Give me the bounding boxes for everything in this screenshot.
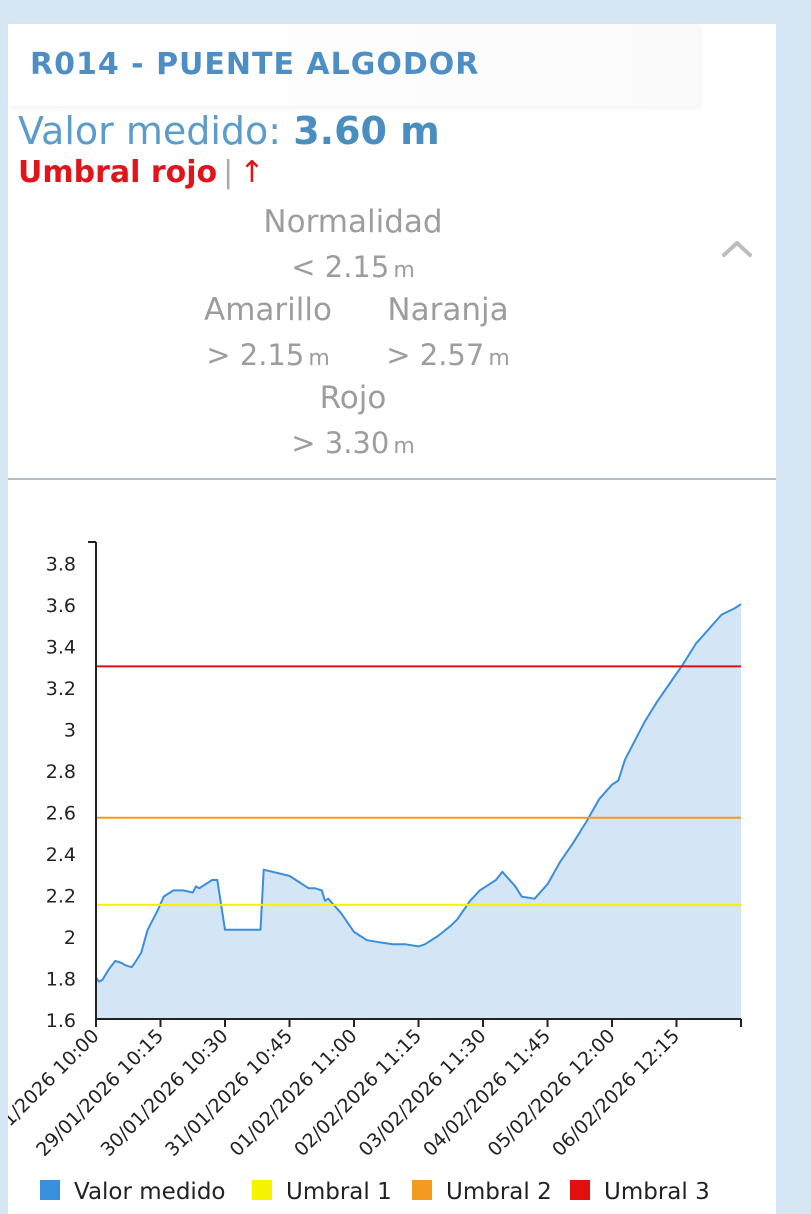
measured-value: 3.60 m <box>293 109 440 153</box>
threshold-yellow-unit: m <box>308 346 330 371</box>
arrow-up-icon: ↑ <box>239 155 265 190</box>
status-label: Umbral rojo <box>18 155 218 190</box>
y-tick-label: 2.4 <box>46 844 76 866</box>
y-tick-label: 3.2 <box>46 678 76 700</box>
y-tick-label: 3.4 <box>46 637 76 659</box>
threshold-normal-value: < 2.15 m <box>238 250 468 284</box>
legend-swatch <box>412 1180 432 1200</box>
legend-label: Umbral 3 <box>604 1179 710 1205</box>
threshold-orange-value: > 2.57 m <box>358 338 538 372</box>
measured-value-line: Valor medido: 3.60 m <box>18 109 440 153</box>
threshold-normal-label: Normalidad <box>263 204 443 240</box>
threshold-red-number: > 3.30 <box>291 426 390 460</box>
threshold-orange-number: > 2.57 <box>386 338 485 372</box>
legend-swatch <box>570 1180 590 1200</box>
threshold-normal-number: < 2.15 <box>291 250 390 284</box>
status-line: Umbral rojo | ↑ <box>18 155 264 190</box>
measured-label: Valor medido: <box>18 109 282 153</box>
legend-label: Umbral 1 <box>286 1179 392 1205</box>
y-tick-label: 2.6 <box>46 803 76 825</box>
divider <box>8 478 776 480</box>
legend-label: Umbral 2 <box>446 1179 552 1205</box>
chevron-up-icon[interactable] <box>720 232 754 266</box>
station-title: R014 - PUENTE ALGODOR <box>30 47 480 82</box>
threshold-yellow-value: > 2.15 m <box>178 338 358 372</box>
y-tick-label: 3 <box>64 720 76 742</box>
y-tick-label: 3.8 <box>46 554 76 576</box>
y-tick-label: 2.2 <box>46 886 76 908</box>
y-tick-label: 1.6 <box>46 1010 76 1032</box>
legend-label: Valor medido <box>74 1179 226 1205</box>
threshold-orange-unit: m <box>488 346 510 371</box>
threshold-red-label: Rojo <box>319 380 387 416</box>
y-tick-label: 2.8 <box>46 761 76 783</box>
station-card: R014 - PUENTE ALGODOR Valor medido: 3.60… <box>8 24 776 1214</box>
legend-swatch <box>252 1180 272 1200</box>
y-tick-label: 2 <box>64 927 76 949</box>
threshold-yellow-label: Amarillo <box>204 292 332 328</box>
status-separator: | <box>223 155 234 190</box>
x-tick-label: 06/02/2026 12:15 <box>548 1025 684 1161</box>
legend-swatch <box>40 1180 60 1200</box>
water-level-chart: 1.61.822.22.42.62.833.23.43.63.828/01/20… <box>8 541 742 1205</box>
threshold-yellow-number: > 2.15 <box>206 338 305 372</box>
y-tick-label: 1.8 <box>46 969 76 991</box>
threshold-orange-label: Naranja <box>387 292 509 328</box>
series-area-valor-medido <box>96 604 741 1019</box>
title-bar: R014 - PUENTE ALGODOR <box>8 24 698 106</box>
threshold-red-value: > 3.30 m <box>238 426 468 460</box>
y-tick-label: 3.6 <box>46 595 76 617</box>
threshold-red-unit: m <box>393 434 415 459</box>
threshold-normal-unit: m <box>393 258 415 283</box>
